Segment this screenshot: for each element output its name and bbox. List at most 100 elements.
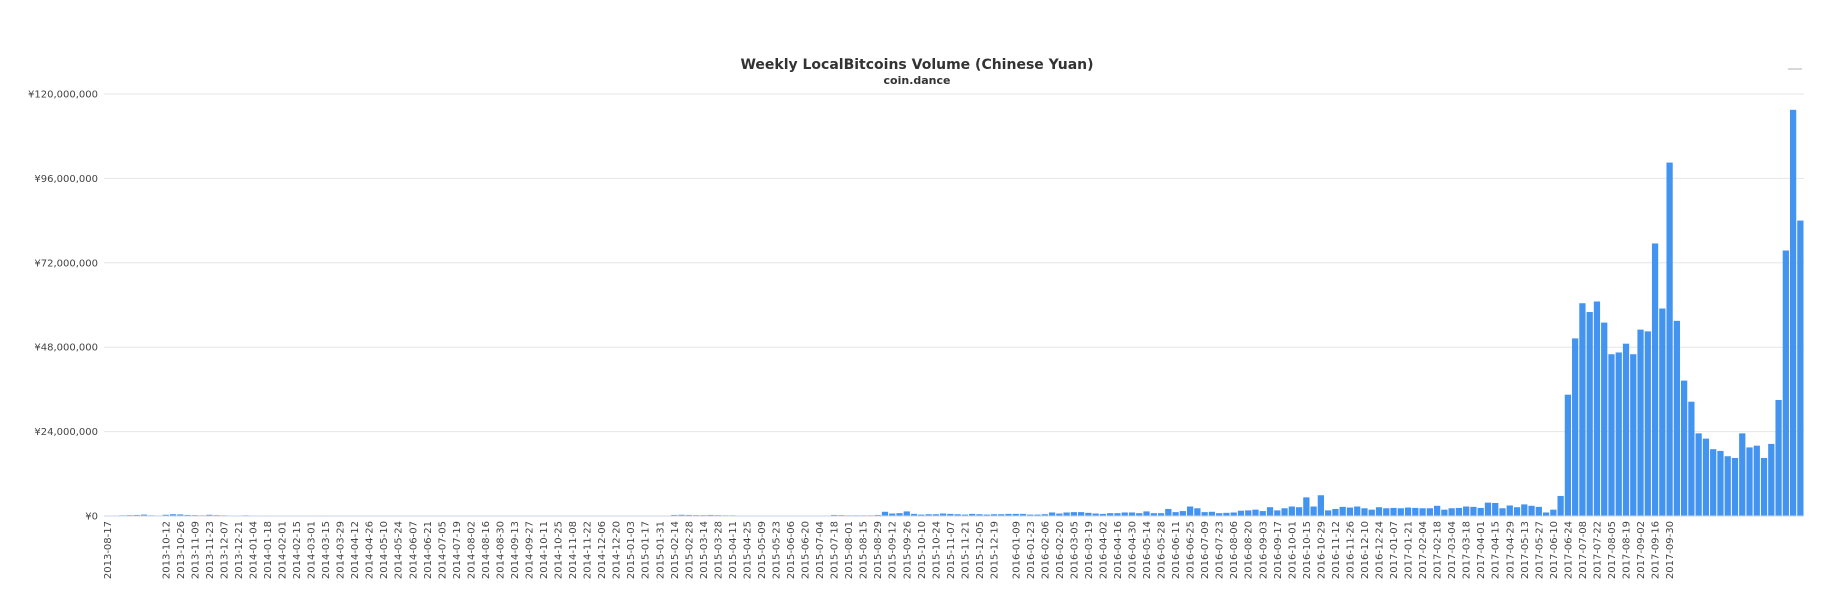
bar[interactable] (1303, 497, 1310, 516)
bar[interactable] (1070, 512, 1077, 516)
bar[interactable] (1419, 508, 1426, 516)
bar[interactable] (162, 514, 169, 516)
bar[interactable] (1266, 507, 1274, 516)
bar[interactable] (874, 514, 881, 516)
bar[interactable] (1114, 513, 1121, 516)
bar[interactable] (1412, 507, 1419, 516)
bar[interactable] (1208, 511, 1216, 516)
bar[interactable] (1644, 331, 1651, 516)
bar[interactable] (1121, 512, 1128, 516)
bar[interactable] (1579, 303, 1586, 516)
bar[interactable] (1288, 506, 1295, 516)
bar[interactable] (1681, 380, 1688, 516)
bar[interactable] (1586, 312, 1593, 516)
bar[interactable] (169, 514, 177, 516)
bar[interactable] (1666, 162, 1673, 516)
bar[interactable] (1753, 445, 1760, 516)
bar[interactable] (1550, 509, 1557, 516)
bar[interactable] (1441, 509, 1448, 516)
bar[interactable] (1492, 502, 1499, 516)
bar[interactable] (1150, 513, 1157, 516)
bar[interactable] (1499, 508, 1506, 516)
bar[interactable] (1281, 508, 1288, 516)
bar[interactable] (1361, 508, 1368, 516)
bar[interactable] (1601, 322, 1608, 516)
bar[interactable] (889, 513, 896, 516)
bar[interactable] (998, 514, 1005, 516)
bar[interactable] (1426, 508, 1433, 516)
bar[interactable] (1637, 329, 1644, 516)
bar[interactable] (1332, 508, 1339, 516)
bar[interactable] (1063, 512, 1070, 516)
bar[interactable] (990, 514, 998, 516)
bar[interactable] (1128, 512, 1136, 516)
bar[interactable] (1702, 438, 1710, 516)
bar[interactable] (1325, 510, 1332, 516)
bar[interactable] (1659, 308, 1666, 516)
bar[interactable] (1557, 495, 1564, 516)
bar[interactable] (903, 511, 910, 516)
bar[interactable] (1136, 513, 1143, 516)
bar[interactable] (1789, 109, 1797, 516)
bar[interactable] (1731, 457, 1739, 516)
bar[interactable] (1717, 450, 1724, 516)
bar[interactable] (1710, 449, 1717, 516)
bar[interactable] (910, 513, 918, 516)
bar[interactable] (1230, 512, 1237, 516)
bar[interactable] (184, 514, 191, 516)
bar[interactable] (1383, 508, 1390, 516)
bar[interactable] (1274, 510, 1281, 516)
bar[interactable] (896, 513, 903, 516)
bar[interactable] (1165, 508, 1172, 516)
bar[interactable] (1608, 354, 1615, 516)
bar[interactable] (1201, 512, 1208, 516)
bar[interactable] (1034, 514, 1041, 516)
bar[interactable] (976, 514, 983, 516)
bar[interactable] (918, 514, 925, 516)
bar[interactable] (1375, 507, 1383, 516)
bar[interactable] (831, 514, 838, 516)
bar[interactable] (1194, 508, 1201, 516)
bar[interactable] (1143, 511, 1150, 516)
bar[interactable] (206, 514, 213, 516)
bar[interactable] (1237, 510, 1245, 516)
bar[interactable] (1317, 495, 1325, 516)
bar[interactable] (1477, 507, 1484, 516)
bar[interactable] (954, 514, 961, 516)
bar[interactable] (925, 514, 932, 516)
bar[interactable] (1564, 394, 1572, 516)
bar[interactable] (1746, 447, 1753, 516)
bar[interactable] (1041, 514, 1048, 516)
bar[interactable] (969, 513, 976, 516)
bar[interactable] (1448, 508, 1455, 516)
bar[interactable] (1739, 433, 1746, 516)
bar[interactable] (932, 514, 939, 516)
bar[interactable] (1760, 457, 1768, 516)
bar[interactable] (1433, 505, 1441, 516)
bar[interactable] (881, 511, 889, 516)
bar[interactable] (1782, 250, 1789, 516)
bar[interactable] (1572, 338, 1579, 516)
bar[interactable] (1092, 513, 1099, 516)
bar[interactable] (1615, 352, 1622, 516)
bar[interactable] (1259, 511, 1266, 516)
bar[interactable] (671, 514, 678, 516)
bar[interactable] (1470, 506, 1477, 516)
bar[interactable] (1172, 512, 1179, 516)
bar[interactable] (1179, 511, 1186, 516)
bar[interactable] (1695, 433, 1702, 516)
bar[interactable] (1056, 513, 1063, 516)
bar[interactable] (1463, 506, 1470, 516)
bar[interactable] (678, 514, 685, 516)
bar[interactable] (1775, 399, 1782, 516)
bar[interactable] (939, 513, 947, 516)
bar[interactable] (1085, 512, 1092, 516)
bar[interactable] (1542, 512, 1550, 516)
bar[interactable] (1245, 510, 1252, 516)
bar[interactable] (1535, 506, 1542, 516)
bar[interactable] (1506, 505, 1513, 516)
bar[interactable] (1368, 509, 1375, 516)
bar[interactable] (1622, 343, 1630, 516)
bar[interactable] (1339, 506, 1346, 516)
bar[interactable] (1455, 507, 1463, 516)
